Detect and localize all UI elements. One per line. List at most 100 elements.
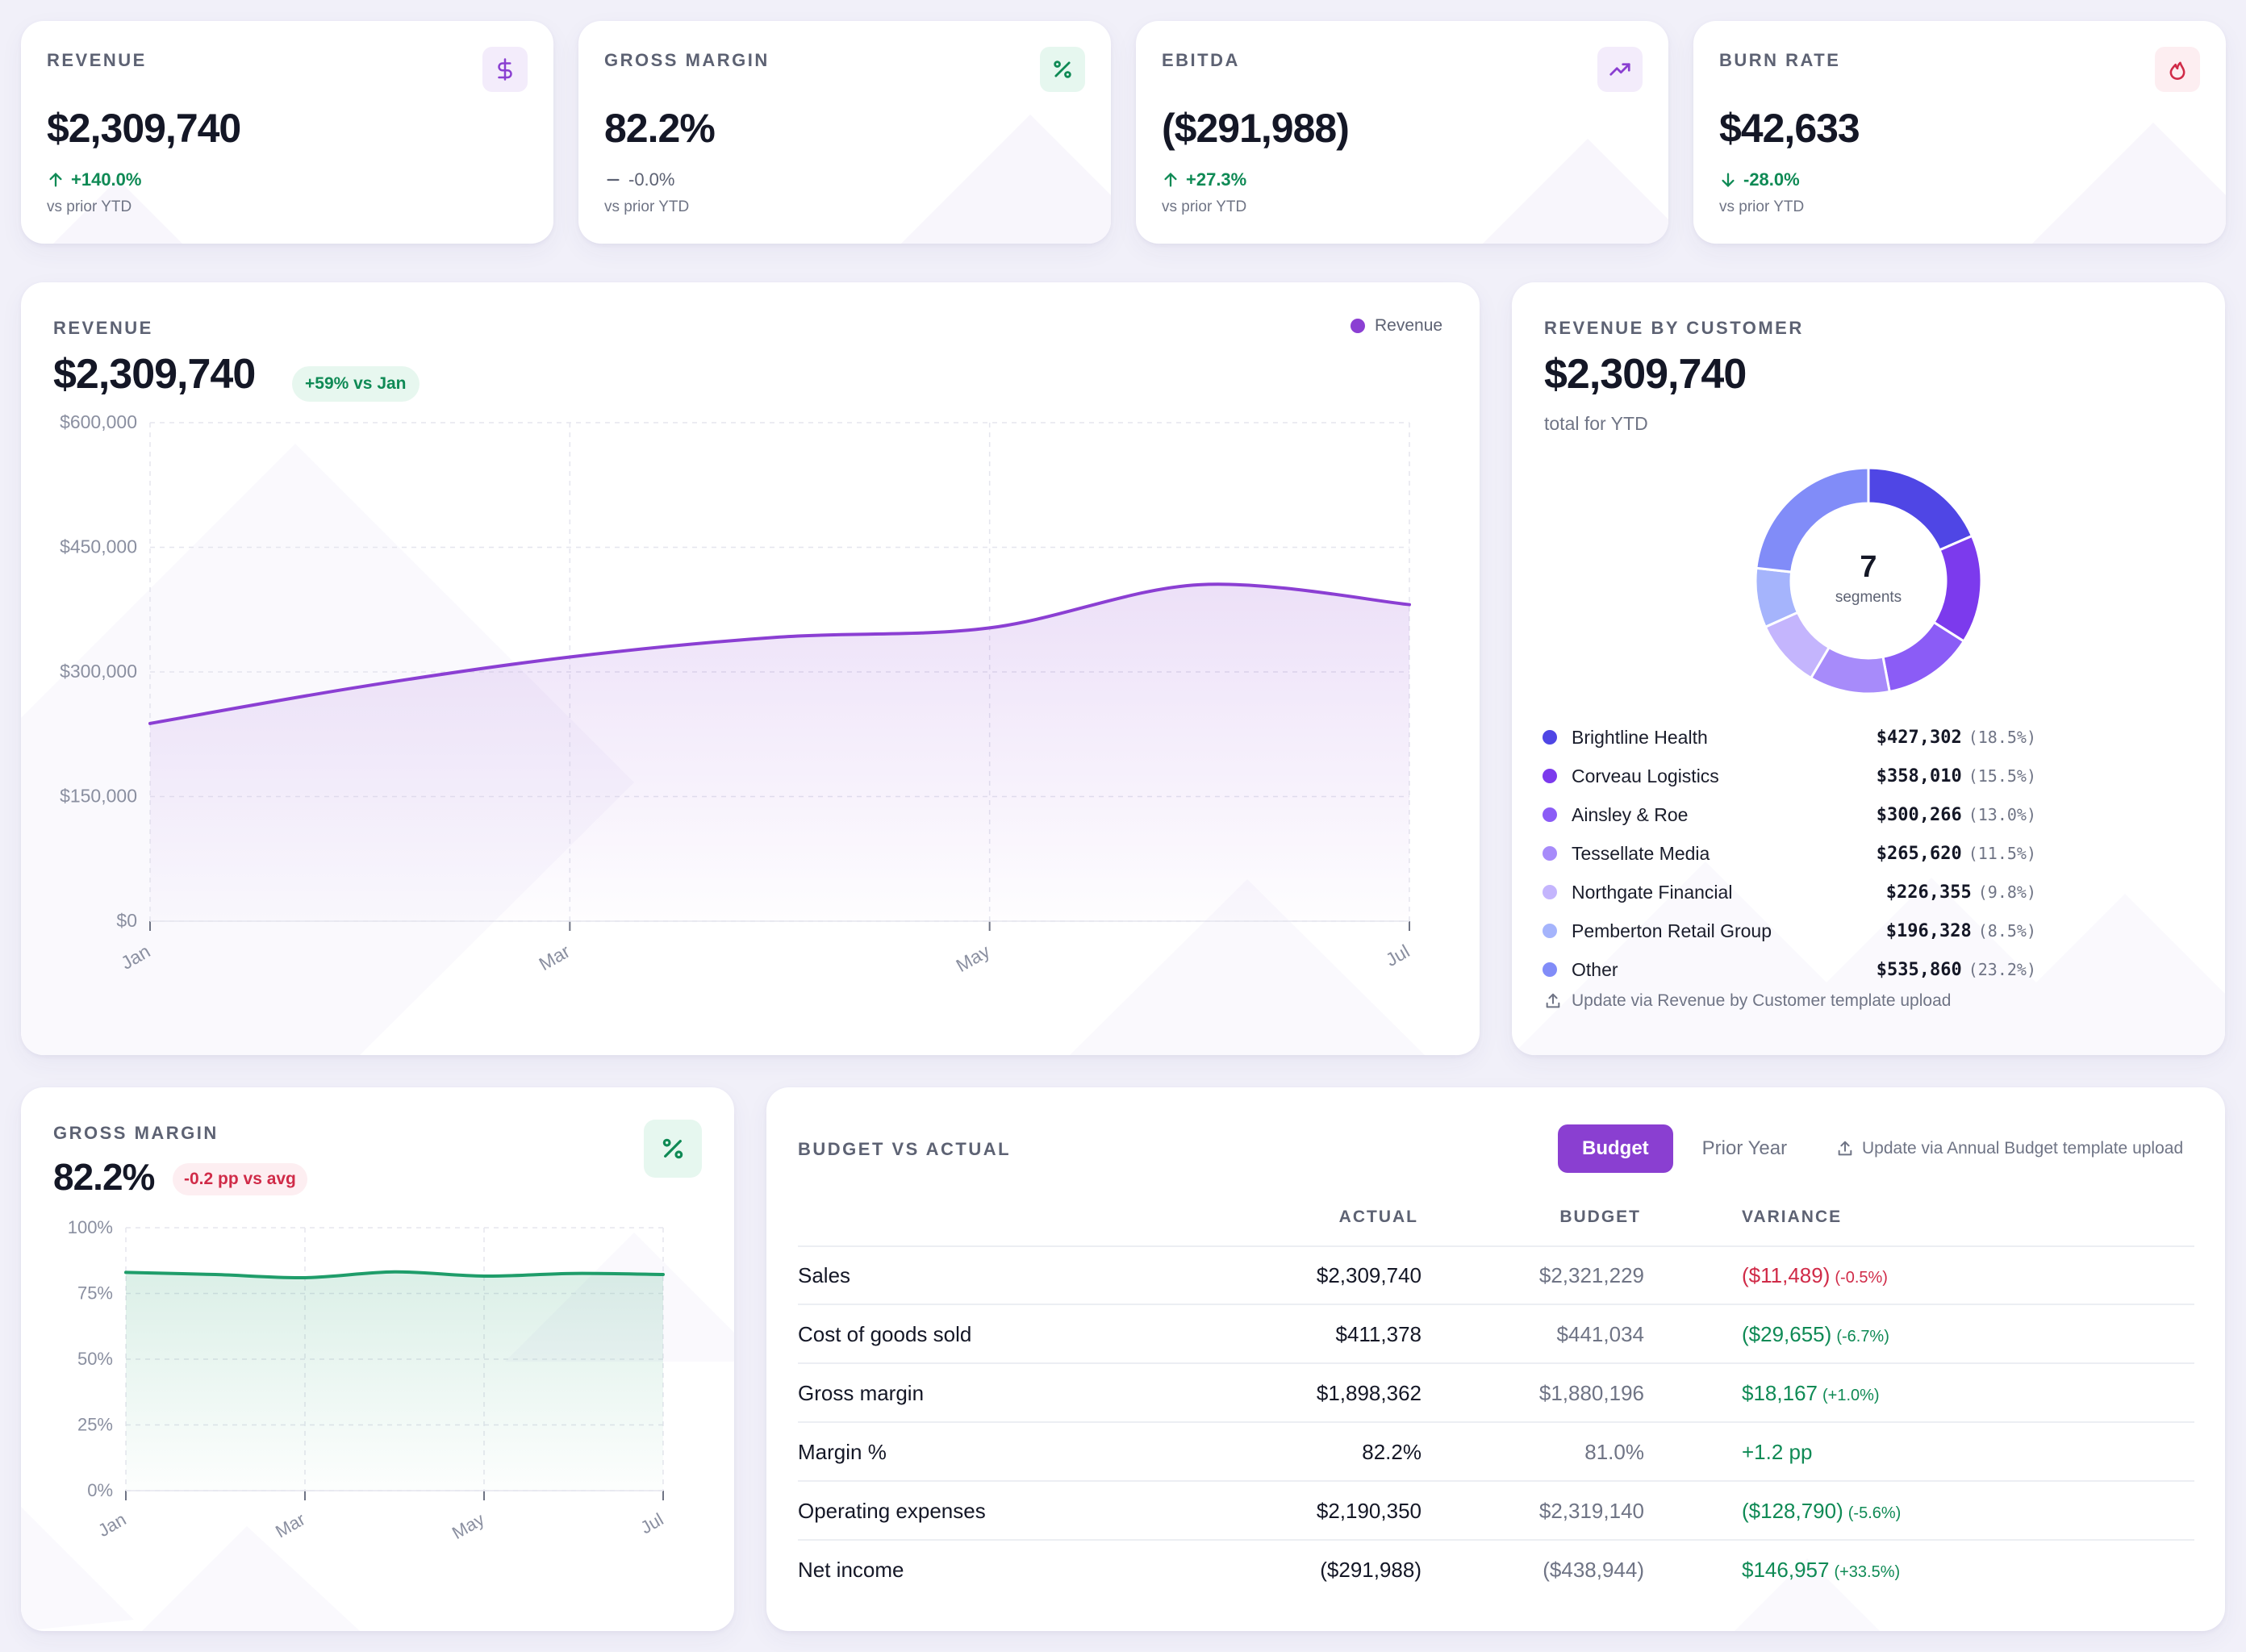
kpi-value: 82.2% <box>604 106 716 151</box>
col-header-variance: VARIANCE <box>1742 1208 1843 1226</box>
legend-item: Brightline Health $427,302 (18.5%) <box>1543 721 2036 753</box>
legend-dot <box>1543 885 1557 899</box>
legend-name: Northgate Financial <box>1572 881 1733 903</box>
customer-total: $2,309,740 <box>1544 351 1747 398</box>
kpi-label: EBITDA <box>1162 50 1240 70</box>
donut-segment <box>1755 466 1870 574</box>
x-tick-label: Mar <box>536 941 574 974</box>
gross-margin-line-chart: 0% 25% 50% 75% 100% Jan Mar May Jul <box>68 1217 667 1543</box>
kpi-label: REVENUE <box>47 50 147 70</box>
budget-upload-link[interactable]: Update via Annual Budget template upload <box>1836 1139 2183 1158</box>
legend-value: $265,620 <box>1876 843 1962 864</box>
col-header-budget: BUDGET <box>1559 1208 1641 1226</box>
legend-dot <box>1543 924 1557 938</box>
y-tick-label: $300,000 <box>60 661 137 682</box>
legend-item: Northgate Financial $226,355 (9.8%) <box>1543 876 2036 908</box>
kpi-value: $42,633 <box>1719 106 1860 151</box>
row-name: Margin % <box>798 1440 887 1464</box>
y-tick-label: $450,000 <box>60 536 137 557</box>
legend-percent: (9.8%) <box>1977 882 2036 902</box>
kpi-card-revenue: REVENUE $2,309,740 +140.0% vs prior YTD <box>21 21 553 244</box>
legend-name: Ainsley & Roe <box>1572 803 1689 825</box>
legend-dot <box>1543 962 1557 977</box>
legend-dot <box>1543 846 1557 861</box>
legend-value: $358,010 <box>1876 766 1962 786</box>
row-actual: $411,378 <box>1335 1322 1421 1346</box>
chart-value: $2,309,740 <box>53 351 256 398</box>
percent-icon <box>1040 47 1085 92</box>
row-actual: $2,309,740 <box>1316 1263 1421 1287</box>
row-variance: ($29,655) (-6.7%) <box>1742 1322 1889 1346</box>
table-header-divider <box>798 1245 2194 1247</box>
arrow-down-icon <box>1722 173 1735 187</box>
row-budget: 81.0% <box>1584 1440 1644 1464</box>
y-tick-label: $600,000 <box>60 411 137 432</box>
legend-item: Tessellate Media $265,620 (11.5%) <box>1543 837 2036 870</box>
row-budget: ($438,944) <box>1543 1558 1644 1582</box>
chart-value: 82.2% <box>53 1156 155 1198</box>
x-tick-label: Mar <box>272 1509 308 1542</box>
customer-donut-chart <box>1754 466 1983 695</box>
table-row: Gross margin $1,898,362 $1,880,196 $18,167(… <box>798 1365 2194 1423</box>
kpi-sub: vs prior YTD <box>604 198 690 215</box>
row-name: Net income <box>798 1558 904 1582</box>
chart-label: REVENUE <box>53 318 153 338</box>
kpi-sub: vs prior YTD <box>1719 198 1805 215</box>
legend-percent: (11.5%) <box>1968 844 2036 863</box>
customer-upload-link[interactable]: Update via Revenue by Customer template … <box>1544 991 1951 1011</box>
legend-dot <box>1543 769 1557 783</box>
kpi-delta: -28.0% <box>1719 169 1800 190</box>
row-budget: $441,034 <box>1556 1322 1644 1346</box>
legend-dot <box>1543 807 1557 822</box>
donut-segment <box>1881 620 1966 694</box>
legend-dot <box>1543 730 1557 745</box>
row-variance: +1.2 pp <box>1742 1440 1813 1464</box>
flame-icon <box>2155 47 2200 92</box>
row-budget: $2,319,140 <box>1538 1499 1644 1523</box>
legend-dot <box>1351 319 1365 333</box>
legend-item: Corveau Logistics $358,010 (15.5%) <box>1543 760 2036 792</box>
kpi-label: GROSS MARGIN <box>604 50 770 70</box>
dash-icon <box>607 178 620 181</box>
row-name: Cost of goods sold <box>798 1322 972 1346</box>
chart-legend: Revenue <box>1351 316 1442 336</box>
kpi-card-gross-margin: GROSS MARGIN 82.2% -0.0% vs prior YTD <box>578 21 1111 244</box>
legend-percent: (8.5%) <box>1977 921 2036 941</box>
series-area <box>126 1271 663 1491</box>
kpi-delta: +140.0% <box>47 169 141 190</box>
tab-prior-year[interactable]: Prior Year <box>1701 1137 1788 1159</box>
legend-name: Pemberton Retail Group <box>1572 920 1772 941</box>
row-variance: $146,957 (+33.5%) <box>1742 1558 1901 1582</box>
row-variance: ($128,790) (-5.6%) <box>1742 1499 1902 1523</box>
dollar-icon <box>482 47 528 92</box>
row-name: Sales <box>798 1263 851 1287</box>
upload-icon <box>1838 1141 1852 1156</box>
kpi-delta: +27.3% <box>1162 169 1246 190</box>
tab-budget[interactable]: Budget <box>1558 1124 1673 1173</box>
legend-percent: (15.5%) <box>1968 766 2036 786</box>
row-name: Operating expenses <box>798 1499 986 1523</box>
table-row: Net income ($291,988) ($438,944) $146,957 (+… <box>798 1541 2194 1600</box>
kpi-value: $2,309,740 <box>47 106 241 151</box>
x-tick-label: May <box>953 941 994 976</box>
legend-name: Brightline Health <box>1572 726 1708 748</box>
row-actual: $2,190,350 <box>1316 1499 1421 1523</box>
row-actual: $1,898,362 <box>1316 1381 1421 1405</box>
percent-icon <box>644 1120 702 1178</box>
arrow-up-icon <box>49 173 62 187</box>
legend-value: $535,860 <box>1876 959 1962 980</box>
revenue-line-chart: $0 $150,000 $300,000 $450,000 $600,000 Jan Mar… <box>60 411 1413 976</box>
arrow-up-icon <box>1164 173 1177 187</box>
chart-badge: -0.2 pp vs avg <box>173 1163 307 1195</box>
kpi-card-burn-rate: BURN RATE $42,633 -28.0% vs prior YTD <box>1693 21 2226 244</box>
legend-value: $226,355 <box>1885 882 1972 903</box>
kpi-label: BURN RATE <box>1719 50 1841 70</box>
table-row: Margin % 82.2% 81.0% +1.2 pp <box>798 1424 2194 1482</box>
y-tick-label: $0 <box>116 910 137 931</box>
y-tick-label: 75% <box>77 1283 113 1304</box>
row-budget: $2,321,229 <box>1538 1263 1644 1287</box>
donut-segment <box>1867 466 1974 552</box>
legend-name: Other <box>1572 958 1618 980</box>
legend-label: Revenue <box>1375 316 1443 335</box>
kpi-value: ($291,988) <box>1162 106 1350 151</box>
